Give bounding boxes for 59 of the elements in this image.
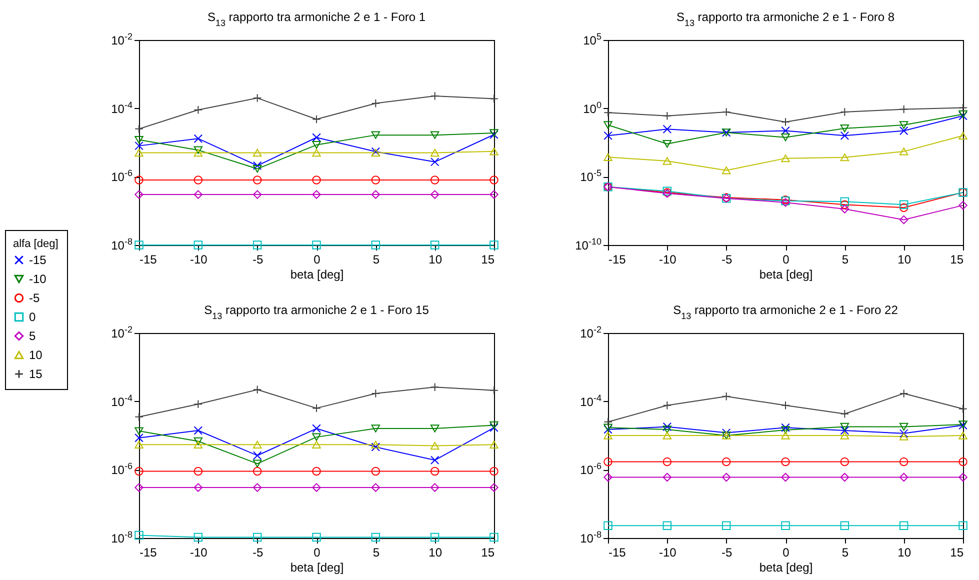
legend-label: -10 xyxy=(29,272,47,286)
x-tick-label: 10 xyxy=(428,546,442,560)
x-tick-label: -5 xyxy=(252,252,264,266)
x-tick-label: 0 xyxy=(782,546,790,560)
x-axis-title: beta [deg] xyxy=(290,560,344,574)
x-tick-label: 10 xyxy=(898,252,912,266)
x-axis-title: beta [deg] xyxy=(759,560,813,574)
y-tick-label: 10$^{-2}$ xyxy=(111,32,132,48)
y-tick-label: 10$^{-4}$ xyxy=(580,392,602,409)
y-tick-label: 10$^{5}$ xyxy=(583,32,602,48)
x-tick-label: -10 xyxy=(658,546,677,560)
y-tick-label: 10$^{-6}$ xyxy=(580,461,602,478)
y-tick-label: 10$^{0}$ xyxy=(583,100,602,116)
x-tick-label: 5 xyxy=(372,546,380,560)
x-tick-label: -15 xyxy=(608,546,626,560)
x-tick-label: 0 xyxy=(782,252,790,266)
x-tick-label: 5 xyxy=(372,252,380,266)
y-tick-label: 10$^{-10}$ xyxy=(575,236,602,252)
y-tick-label: 10$^{-6}$ xyxy=(111,168,132,184)
y-tick-label: 10$^{-8}$ xyxy=(580,530,602,546)
x-axis-title: beta [deg] xyxy=(290,268,344,282)
x-tick-label: 5 xyxy=(842,546,849,560)
y-tick-label: 10$^{-4}$ xyxy=(111,392,132,409)
x-tick-label: 0 xyxy=(314,252,321,266)
legend-label: 15 xyxy=(29,367,43,381)
x-tick-label: -10 xyxy=(658,252,677,266)
x-tick-label: -10 xyxy=(190,252,208,266)
y-tick-label: 10$^{-4}$ xyxy=(111,100,132,116)
x-tick-label: -5 xyxy=(721,546,732,560)
y-tick-label: 10$^{-8}$ xyxy=(111,530,132,546)
x-tick-label: -15 xyxy=(140,252,158,266)
x-tick-label: -15 xyxy=(608,252,626,266)
y-tick-label: 10$^{-2}$ xyxy=(580,324,602,340)
legend-label: 10 xyxy=(29,348,43,362)
chart-title: S$_{13}$ rapporto tra armoniche 2 e 1 - Foro 15 xyxy=(204,303,430,321)
x-tick-label: -15 xyxy=(140,546,158,560)
x-tick-label: -10 xyxy=(190,546,208,560)
y-tick-label: 10$^{-2}$ xyxy=(111,324,132,340)
x-axis-title: beta [deg] xyxy=(759,268,813,282)
legend-title: alfa [deg] xyxy=(13,238,58,250)
legend-label: -5 xyxy=(29,291,40,305)
x-tick-label: 15 xyxy=(481,252,495,266)
x-tick-label: 5 xyxy=(842,252,849,266)
x-tick-label: 10 xyxy=(428,252,442,266)
y-tick-label: 10$^{-5}$ xyxy=(580,168,602,184)
x-tick-label: 15 xyxy=(950,252,964,266)
y-tick-label: 10$^{-6}$ xyxy=(111,461,132,478)
x-tick-label: 10 xyxy=(898,546,912,560)
x-tick-label: 15 xyxy=(481,546,495,560)
x-tick-label: 15 xyxy=(950,546,964,560)
chart-title: S$_{13}$ rapporto tra armoniche 2 e 1 - Foro 8 xyxy=(676,10,895,28)
y-tick-label: 10$^{-8}$ xyxy=(111,236,132,252)
legend-label: 5 xyxy=(29,329,36,343)
x-tick-label: -5 xyxy=(252,546,264,560)
legend-label: 0 xyxy=(29,310,36,324)
x-tick-label: -5 xyxy=(721,252,732,266)
chart-title: S$_{13}$ rapporto tra armoniche 2 e 1 - Foro 22 xyxy=(673,303,898,321)
chart-title: S$_{13}$ rapporto tra armoniche 2 e 1 - Foro 1 xyxy=(207,10,426,28)
x-tick-label: 0 xyxy=(314,546,321,560)
